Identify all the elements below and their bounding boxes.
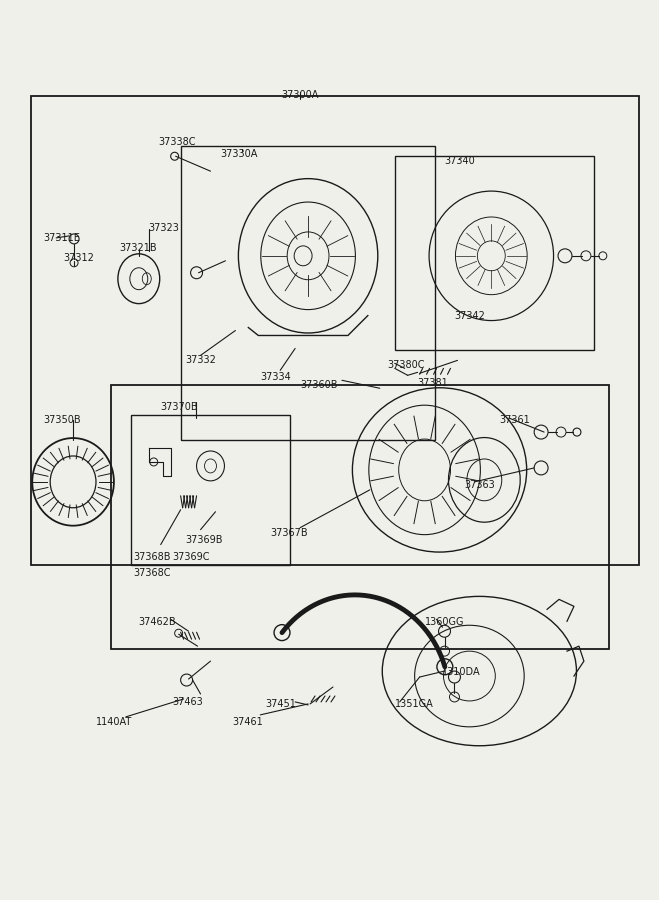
Text: 37369C: 37369C — [173, 552, 210, 562]
Text: 37330A: 37330A — [221, 149, 258, 159]
Text: 37338C: 37338C — [159, 138, 196, 148]
Text: 37350B: 37350B — [43, 415, 81, 425]
Text: 37461: 37461 — [233, 717, 263, 727]
Text: 37323: 37323 — [149, 223, 180, 233]
Text: 37368B: 37368B — [133, 552, 170, 562]
Text: 37370B: 37370B — [161, 402, 198, 412]
Text: 37363: 37363 — [465, 480, 495, 490]
Text: 37342: 37342 — [455, 310, 485, 320]
Text: 1351GA: 1351GA — [395, 699, 434, 709]
Bar — [395, 157, 594, 350]
Text: 37451: 37451 — [266, 699, 296, 709]
Text: 37368C: 37368C — [133, 568, 170, 578]
Text: 1310DA: 1310DA — [442, 667, 480, 677]
Text: 37367B: 37367B — [270, 527, 308, 537]
Text: 37334: 37334 — [260, 373, 291, 382]
Bar — [131, 415, 290, 564]
Text: 37381: 37381 — [418, 378, 448, 388]
Text: 37332: 37332 — [186, 356, 217, 365]
Text: 37321B: 37321B — [119, 243, 157, 253]
Text: 37300A: 37300A — [281, 89, 319, 100]
Text: 37361: 37361 — [500, 415, 530, 425]
Text: 37340: 37340 — [445, 157, 475, 166]
Text: 37462B: 37462B — [139, 617, 177, 627]
Text: 37380C: 37380C — [387, 360, 425, 371]
Text: 37311E: 37311E — [43, 233, 80, 243]
Bar — [181, 147, 434, 440]
Text: 37360B: 37360B — [300, 381, 337, 391]
Text: 1360GG: 1360GG — [424, 617, 464, 627]
Text: 1140AT: 1140AT — [96, 717, 132, 727]
Text: 37312: 37312 — [63, 253, 94, 263]
Text: 37369B: 37369B — [186, 535, 223, 544]
Text: 37463: 37463 — [173, 697, 204, 707]
Bar — [31, 96, 639, 564]
Bar — [111, 385, 609, 649]
